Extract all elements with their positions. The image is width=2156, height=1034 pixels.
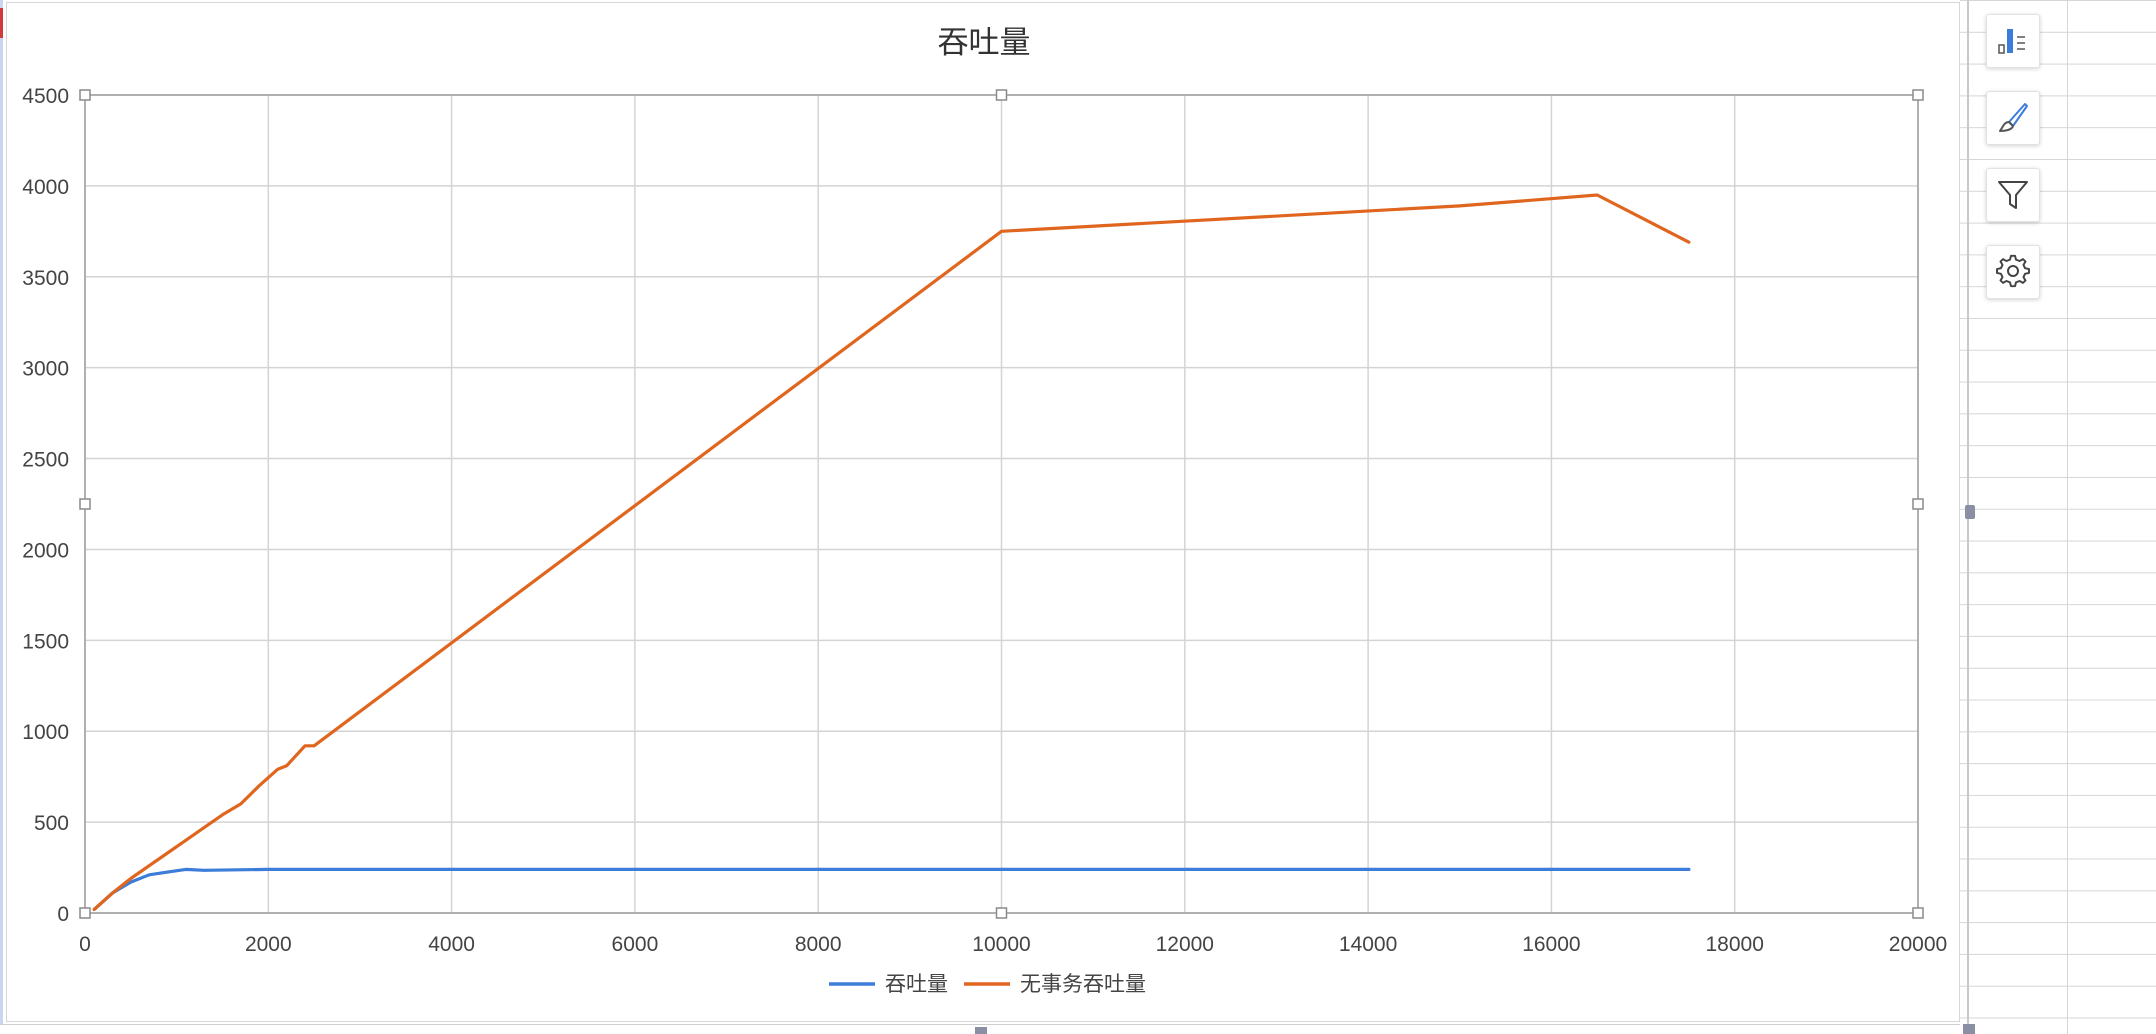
chart-elements-button[interactable] — [1986, 14, 2040, 68]
resize-handle[interactable] — [79, 498, 91, 510]
x-tick-label: 2000 — [245, 933, 292, 956]
column-resize-handle[interactable] — [975, 1027, 987, 1034]
paintbrush-icon — [1999, 103, 2028, 132]
selection-handles[interactable] — [79, 89, 1924, 919]
filter-icon — [1998, 181, 2028, 209]
chart-elements-icon — [1998, 29, 2025, 54]
series-lines — [92, 193, 1691, 911]
resize-handle[interactable] — [1912, 498, 1924, 510]
legend-label-non-transactional-throughput: 无事务吞吐量 — [1020, 972, 1146, 996]
y-tick-label: 4000 — [22, 176, 69, 199]
y-tick-label: 2000 — [22, 539, 69, 562]
axes: 0 500 1000 1500 2000 2500 3000 3500 4000 4500 0 200… — [22, 85, 1947, 956]
y-tick-label: 2500 — [22, 449, 69, 472]
x-tick-label: 6000 — [612, 933, 659, 956]
row-resize-handle[interactable] — [1965, 505, 1975, 519]
x-tick-label: 8000 — [795, 933, 842, 956]
x-tick-label: 18000 — [1705, 933, 1763, 956]
chart-title: 吞吐量 — [938, 25, 1031, 61]
x-tick-label: 4000 — [428, 933, 475, 956]
resize-handle[interactable] — [79, 89, 91, 101]
x-tick-label: 14000 — [1339, 933, 1397, 956]
resize-handle[interactable] — [995, 907, 1008, 919]
chart-container[interactable]: 吞吐量 0 500 1000 1500 2000 2500 3000 3500 4000 4500… — [6, 2, 1960, 1022]
y-tick-label: 500 — [34, 812, 69, 835]
y-tick-label: 0 — [57, 903, 69, 926]
resize-handle[interactable] — [1912, 89, 1924, 101]
resize-handle[interactable] — [1912, 907, 1924, 919]
chart-filter-button[interactable] — [1986, 168, 2040, 222]
cell-selection-mark — [0, 8, 3, 38]
line-chart: 吞吐量 0 500 1000 1500 2000 2500 3000 3500 4000 4500… — [22, 25, 1947, 996]
y-tick-label: 3000 — [22, 358, 69, 381]
corner-resize-handle[interactable] — [1963, 1024, 1975, 1034]
resize-handle[interactable] — [995, 89, 1008, 101]
y-tick-label: 1000 — [22, 721, 69, 744]
x-tick-label: 16000 — [1522, 933, 1580, 956]
chart-settings-button[interactable] — [1986, 245, 2040, 299]
x-tick-label: 20000 — [1889, 933, 1947, 956]
legend-label-throughput: 吞吐量 — [885, 972, 948, 996]
x-tick-label: 10000 — [972, 933, 1030, 956]
y-tick-label: 3500 — [22, 267, 69, 290]
legend: 吞吐量 无事务吞吐量 — [829, 972, 1146, 996]
y-tick-label: 4500 — [22, 85, 69, 108]
spreadsheet-grid[interactable] — [1960, 0, 2156, 1034]
series-line-throughput — [92, 867, 1691, 911]
resize-handle[interactable] — [79, 907, 91, 919]
y-tick-label: 1500 — [22, 630, 69, 653]
x-tick-label: 0 — [79, 933, 91, 956]
series-line-non-transactional-throughput — [92, 193, 1691, 911]
x-tick-label: 12000 — [1156, 933, 1214, 956]
chart-style-button[interactable] — [1986, 91, 2040, 145]
gear-icon — [1996, 254, 2030, 288]
sheet-left-edge — [0, 0, 3, 1034]
